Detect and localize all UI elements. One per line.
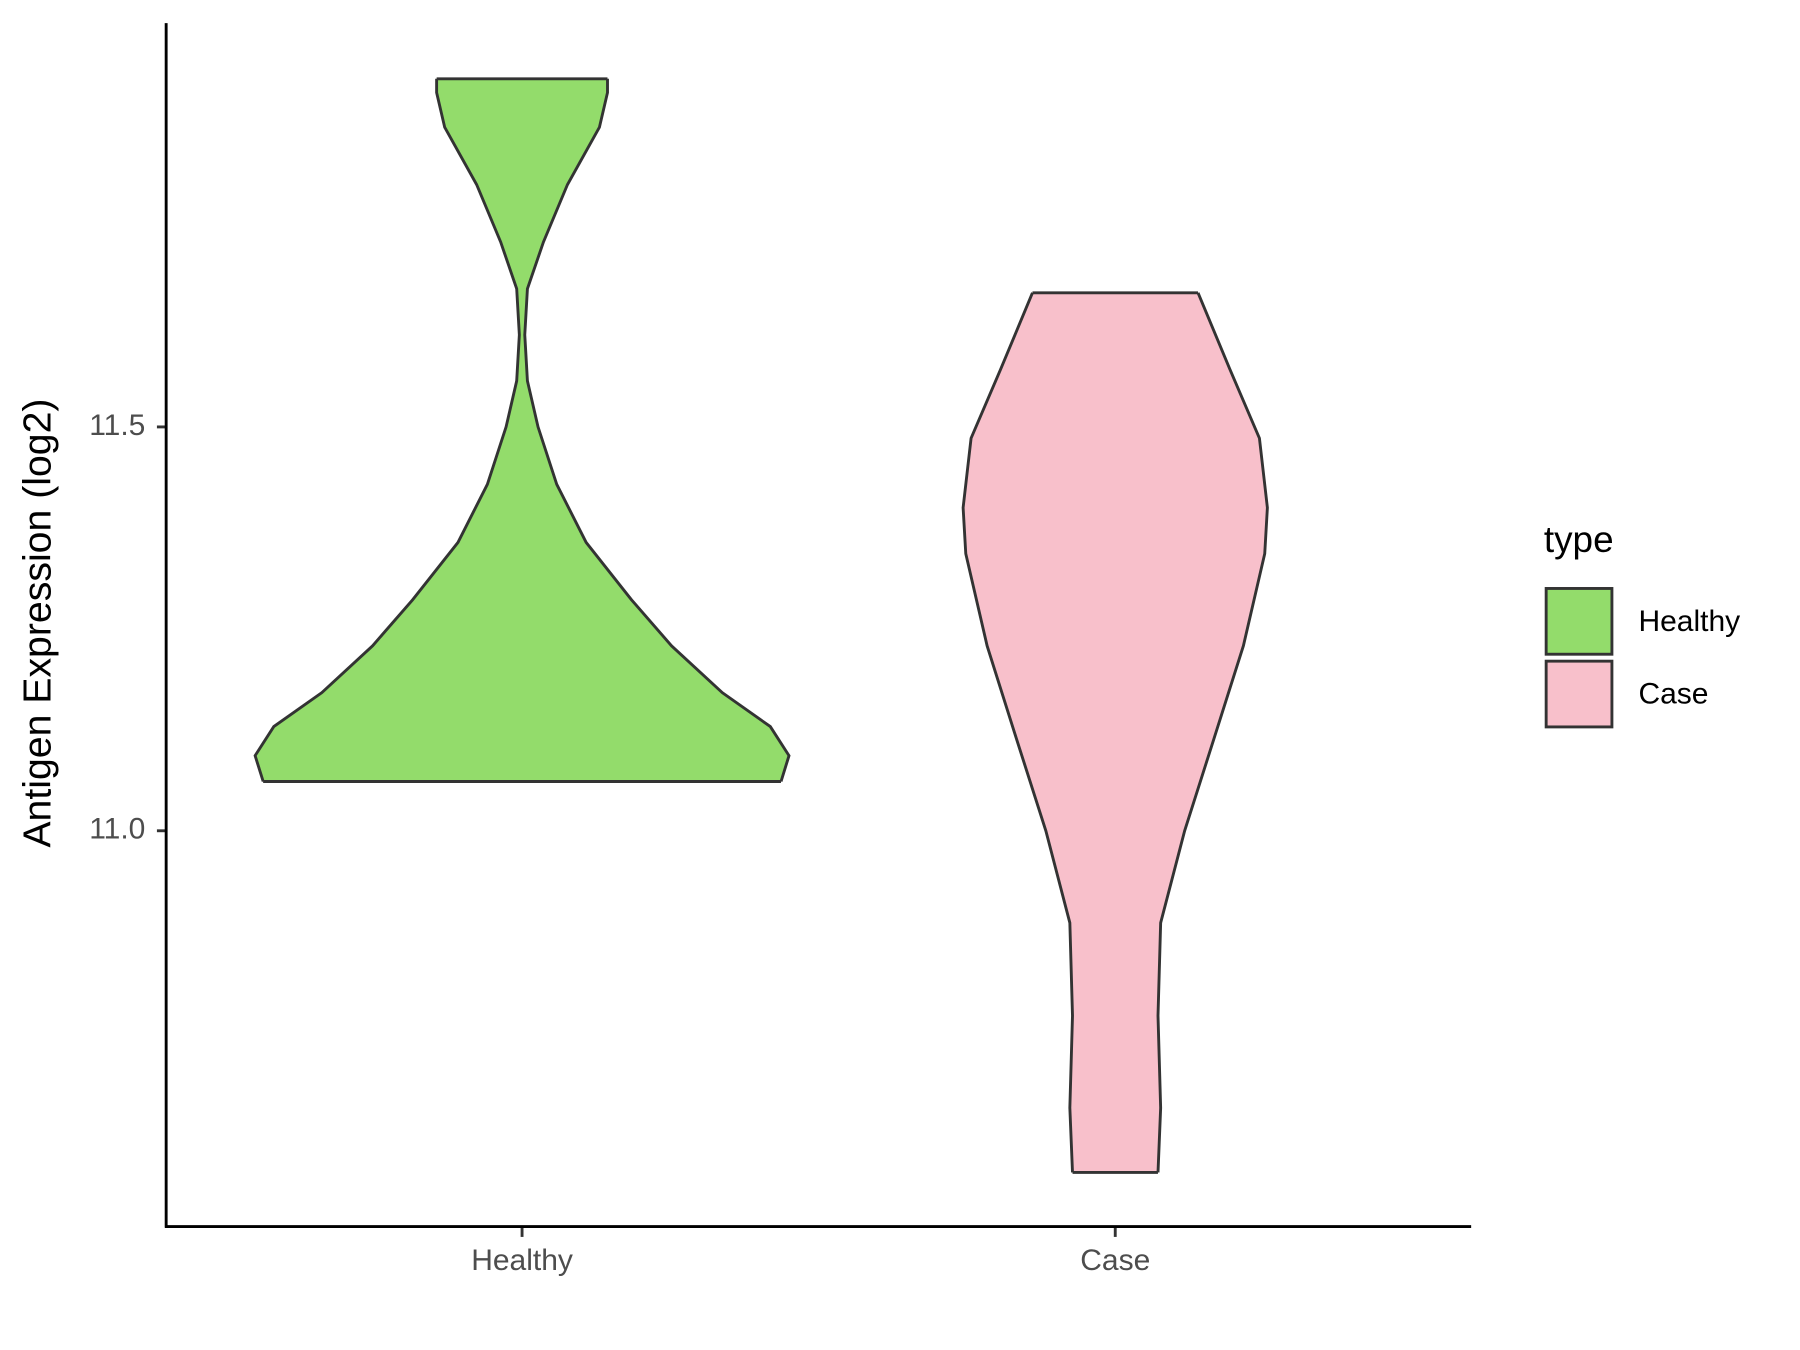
y-axis-title: Antigen Expression (log2) [16, 399, 60, 848]
violin-outline-left [961, 292, 1074, 1173]
legend-title: type [1544, 519, 1614, 560]
x-tick-label: Case [1080, 1244, 1150, 1277]
legend-key [1544, 587, 1614, 656]
legend-label: Case [1638, 678, 1708, 711]
legend-label: Healthy [1638, 605, 1740, 638]
violin-outline-left [253, 78, 521, 782]
x-tick-label: Healthy [471, 1244, 573, 1277]
violin-fill [255, 78, 790, 782]
violin-fill [963, 292, 1268, 1173]
violin-outline-right [523, 78, 791, 782]
violin-outline-right [1156, 292, 1269, 1173]
legend-key [1544, 659, 1614, 729]
y-tick-label: 11.5 [89, 409, 145, 442]
y-tick-label: 11.0 [89, 813, 145, 846]
